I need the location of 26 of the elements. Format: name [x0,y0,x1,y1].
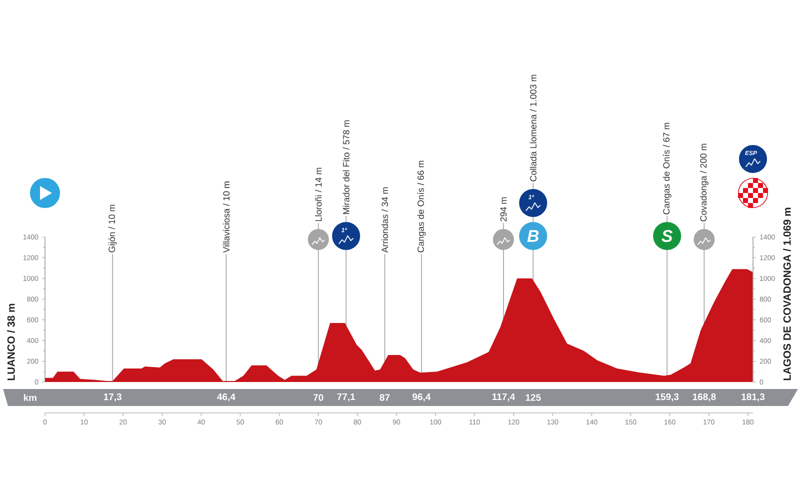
x2-tick-label: 168,8 [692,393,716,402]
x2-tick-label: 46,4 [217,393,236,402]
x2-tick-label: 159,3 [656,393,679,402]
x2-axis-title: km [24,394,36,401]
x2-tick-label: 125 [526,394,541,401]
ref-line-label: Villaviciosa / 10 m [222,182,230,253]
ref-line-label: Gijón / 10 m [108,204,117,252]
x2-tick-label: 17,3 [104,393,122,402]
x2-tick-label: 181,3 [742,393,765,402]
ref-line-label: Collada Llomena / 1.003 m [530,74,536,182]
ref-line-label: Lloroñi / 14 m [315,168,322,222]
ref-line-label: Covadonga / 200 m [700,144,708,222]
ref-line-label: Mirador del Fito / 578 m [342,120,350,214]
annotation: S [662,230,673,242]
x2-tick-label: 87 [380,394,390,401]
x2-tick-label: 70 [313,394,324,401]
ref-line-label: Cangas de Onís / 66 m [417,160,426,252]
x2-tick-label: 77,1 [337,393,356,402]
x2-tick-label: 96,4 [412,393,431,402]
text: LAGOS DE COVADONGA / 1.069 m [783,208,791,380]
x2-tick-label: 117,4 [492,393,516,402]
text: LUANCO / 38 m [7,304,15,380]
ref-line-label: Cangas de Onís / 67 m [662,122,672,214]
ref-line-label: 294 m [500,197,507,222]
ref-line-label: Arriondas / 34 m [381,187,388,253]
annotation: B [527,230,539,242]
